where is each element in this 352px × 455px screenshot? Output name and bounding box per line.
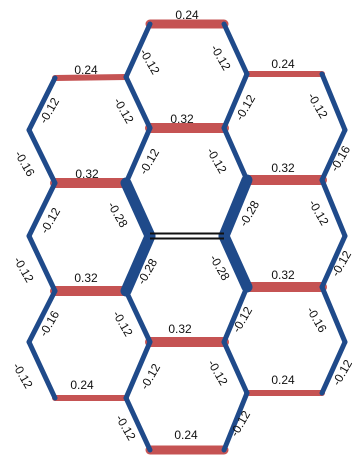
bond-value-label: 0.24	[175, 8, 199, 22]
negative-bond	[123, 339, 153, 401]
bond-value-label: -0.16	[36, 308, 62, 339]
negative-bond	[221, 125, 250, 183]
negative-bond	[26, 75, 58, 133]
negative-bond	[26, 127, 58, 186]
negative-bond	[123, 125, 153, 186]
bond-value-label: 0.32	[271, 268, 295, 282]
negative-bond	[221, 284, 250, 345]
bond-value-label: -0.12	[110, 308, 136, 339]
negative-bond	[319, 339, 348, 396]
negative-bond	[221, 339, 250, 396]
negative-bond	[26, 339, 58, 401]
bond-value-label: -0.28	[105, 199, 131, 230]
bond-value-label: 0.32	[75, 167, 99, 181]
negative-bond	[218, 230, 253, 293]
bond-layer	[26, 19, 348, 455]
negative-bond	[120, 230, 156, 297]
negative-bond	[221, 21, 250, 77]
bond-value-label: -0.12	[204, 145, 230, 176]
bond-value-label: -0.12	[305, 90, 331, 121]
negative-bond	[120, 177, 156, 242]
bond-value-label: -0.16	[304, 304, 330, 335]
bond-value-label: -0.16	[12, 148, 38, 179]
bond-value-label: -0.12	[205, 357, 231, 388]
bond-value-label: -0.12	[10, 360, 36, 391]
negative-bond	[221, 390, 250, 453]
negative-bond	[319, 71, 348, 133]
bond-value-label: 0.32	[74, 271, 98, 285]
bond-value-label: 0.24	[70, 378, 94, 392]
bond-value-label: -0.12	[227, 408, 253, 439]
bond-value-label: -0.12	[137, 46, 163, 77]
bond-value-label: -0.12	[111, 95, 137, 126]
bond-value-label: 0.24	[271, 57, 295, 71]
bond-value-label: 0.32	[170, 112, 194, 126]
negative-bond	[26, 180, 58, 239]
bond-value-label: -0.12	[11, 254, 37, 285]
bond-value-label: -0.12	[306, 197, 332, 228]
bond-value-label: -0.12	[208, 42, 234, 73]
positive-bond	[52, 74, 129, 81]
negative-bond	[319, 127, 348, 183]
negative-bond	[26, 288, 58, 345]
bond-value-label: 0.24	[74, 63, 98, 77]
negative-bond	[26, 233, 58, 294]
negative-bond	[123, 74, 153, 131]
bond-value-label: -0.12	[229, 304, 255, 335]
negative-bond	[319, 177, 348, 239]
negative-bond	[123, 288, 153, 345]
bond-value-label: 0.24	[271, 373, 295, 387]
negative-bond	[319, 284, 348, 345]
negative-bond	[221, 71, 250, 131]
bond-value-label: 0.32	[271, 161, 295, 175]
bond-value-label: 0.24	[174, 428, 198, 442]
bond-value-label: -0.12	[36, 95, 62, 126]
negative-bond	[218, 174, 253, 242]
negative-bond	[123, 21, 153, 80]
negative-bond	[123, 395, 153, 453]
bond-value-label: 0.32	[168, 322, 192, 336]
negative-bond	[319, 233, 348, 290]
